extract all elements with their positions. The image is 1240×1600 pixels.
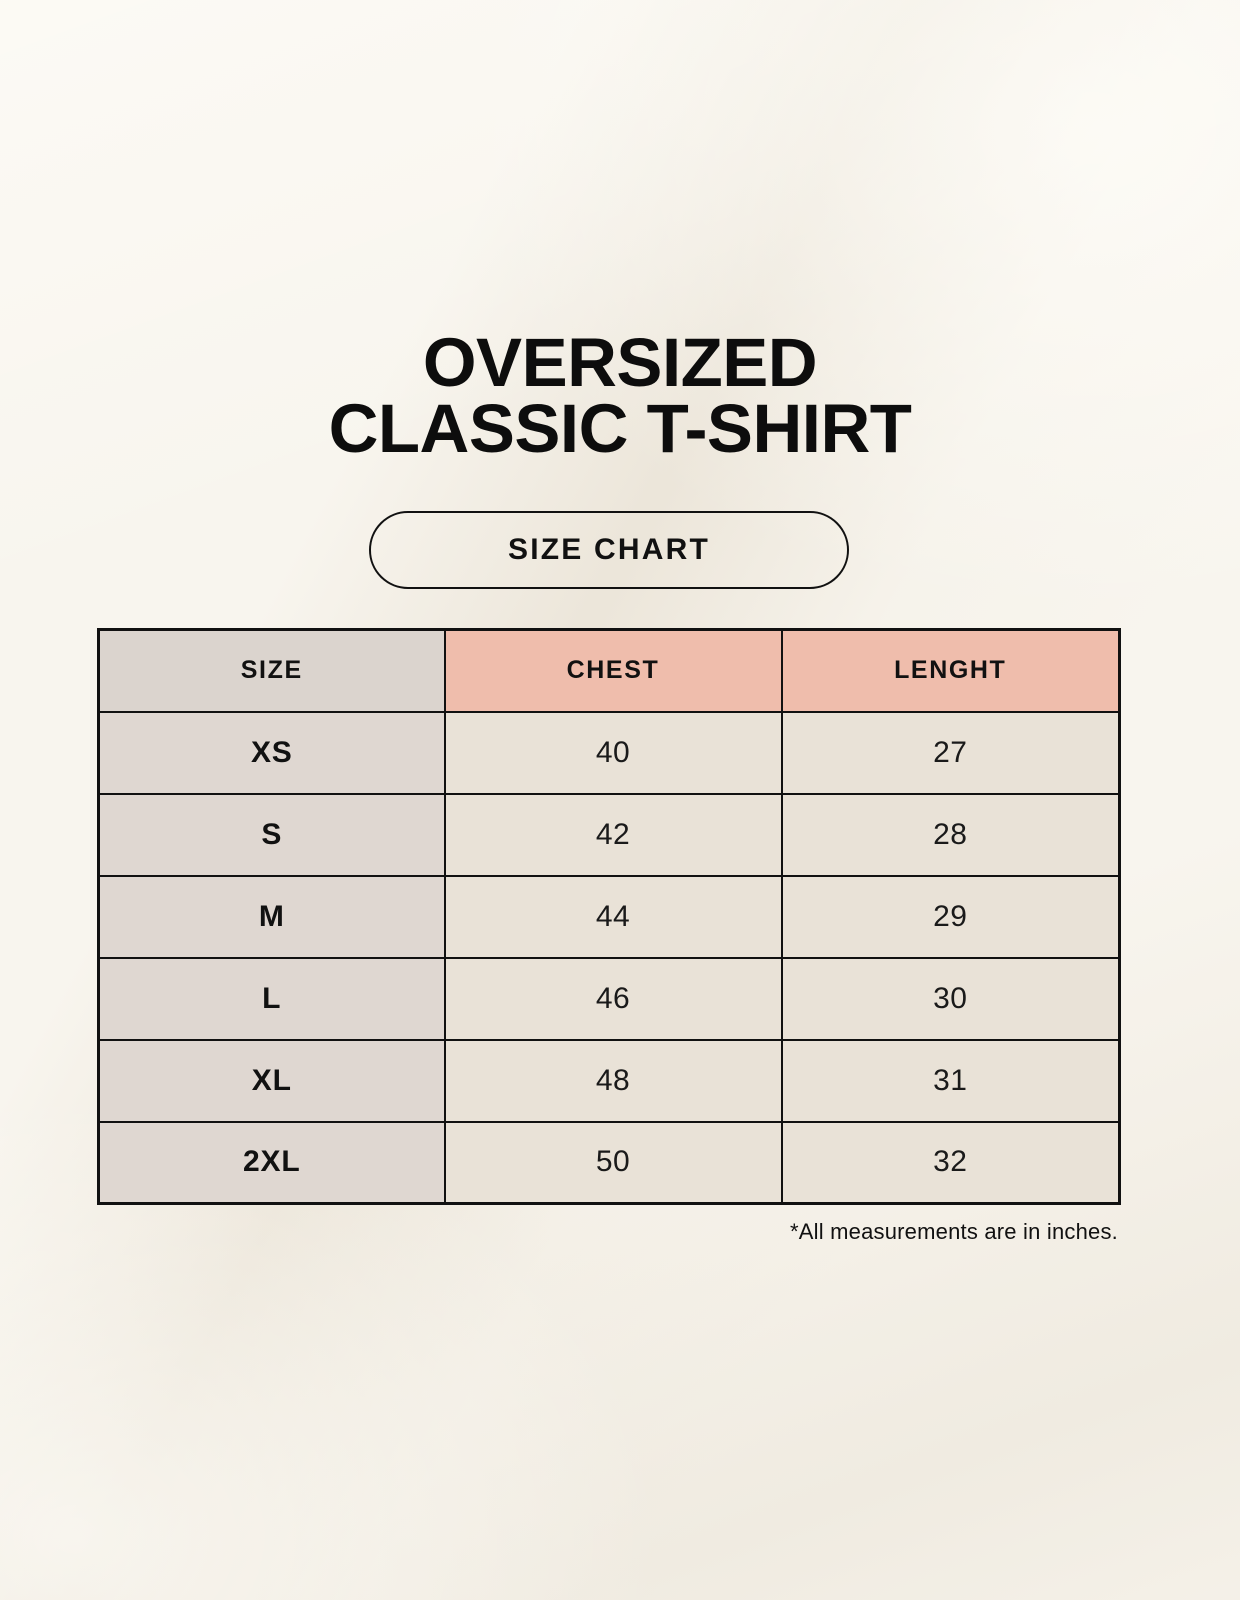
cell-chest-value: 40 bbox=[595, 735, 631, 769]
cell-chest: 42 bbox=[443, 792, 783, 877]
cell-length-value: 29 bbox=[933, 899, 968, 933]
cell-chest-value: 50 bbox=[595, 1145, 631, 1179]
column-header-length: LENGHT bbox=[780, 628, 1121, 713]
cell-length: 27 bbox=[780, 710, 1121, 795]
cell-length-value: 30 bbox=[933, 981, 968, 1015]
column-header-chest: CHEST bbox=[443, 628, 783, 713]
cell-size-value: 2XL bbox=[243, 1145, 301, 1179]
cell-chest: 50 bbox=[443, 1120, 783, 1205]
cell-length: 29 bbox=[780, 874, 1121, 959]
cell-length-value: 31 bbox=[933, 1063, 968, 1097]
size-table-container: SIZE CHEST LENGHT XS 40 bbox=[97, 628, 1121, 1205]
cell-size: 2XL bbox=[97, 1120, 446, 1205]
cell-length-value: 27 bbox=[933, 735, 968, 769]
cell-chest: 44 bbox=[443, 874, 783, 959]
cell-chest: 48 bbox=[443, 1038, 783, 1123]
column-header-length-label: LENGHT bbox=[894, 656, 1007, 685]
cell-chest-value: 48 bbox=[595, 1063, 631, 1097]
table-row: L 46 30 bbox=[97, 956, 1121, 1041]
cell-size-value: S bbox=[261, 817, 283, 851]
size-table-body: XS 40 27 S 42 bbox=[97, 710, 1121, 1205]
cell-size: M bbox=[97, 874, 446, 959]
table-row: XL 48 31 bbox=[97, 1038, 1121, 1123]
cell-size-value: XL bbox=[251, 1063, 292, 1097]
cell-size: S bbox=[97, 792, 446, 877]
cell-chest: 40 bbox=[443, 710, 783, 795]
table-row: S 42 28 bbox=[97, 792, 1121, 877]
size-chart-badge: SIZE CHART bbox=[369, 511, 849, 589]
table-row: M 44 29 bbox=[97, 874, 1121, 959]
cell-length: 32 bbox=[780, 1120, 1121, 1205]
cell-chest-value: 46 bbox=[595, 981, 631, 1015]
size-chart-badge-label: SIZE CHART bbox=[508, 533, 710, 566]
cell-size-value: XS bbox=[250, 735, 293, 769]
cell-chest-value: 42 bbox=[595, 817, 631, 851]
column-header-chest-label: CHEST bbox=[566, 656, 660, 685]
cell-size-value: L bbox=[262, 981, 282, 1015]
column-header-size-label: SIZE bbox=[240, 656, 303, 685]
column-header-size: SIZE bbox=[97, 628, 446, 713]
cell-size: XL bbox=[97, 1038, 446, 1123]
cell-size: L bbox=[97, 956, 446, 1041]
table-row: 2XL 50 32 bbox=[97, 1120, 1121, 1205]
size-table: SIZE CHEST LENGHT XS 40 bbox=[97, 628, 1121, 1205]
cell-length-value: 32 bbox=[933, 1145, 968, 1179]
cell-size: XS bbox=[97, 710, 446, 795]
cell-length: 30 bbox=[780, 956, 1121, 1041]
cell-length: 31 bbox=[780, 1038, 1121, 1123]
cell-size-value: M bbox=[258, 899, 285, 933]
measurements-footnote: *All measurements are in inches. bbox=[790, 1219, 1118, 1244]
table-row: XS 40 27 bbox=[97, 710, 1121, 795]
page-title: OVERSIZED CLASSIC T-SHIRT bbox=[328, 324, 912, 467]
cell-length-value: 28 bbox=[933, 817, 968, 851]
cell-chest-value: 44 bbox=[595, 899, 631, 933]
cell-chest: 46 bbox=[443, 956, 783, 1041]
table-header-row: SIZE CHEST LENGHT bbox=[97, 628, 1121, 713]
cell-length: 28 bbox=[780, 792, 1121, 877]
